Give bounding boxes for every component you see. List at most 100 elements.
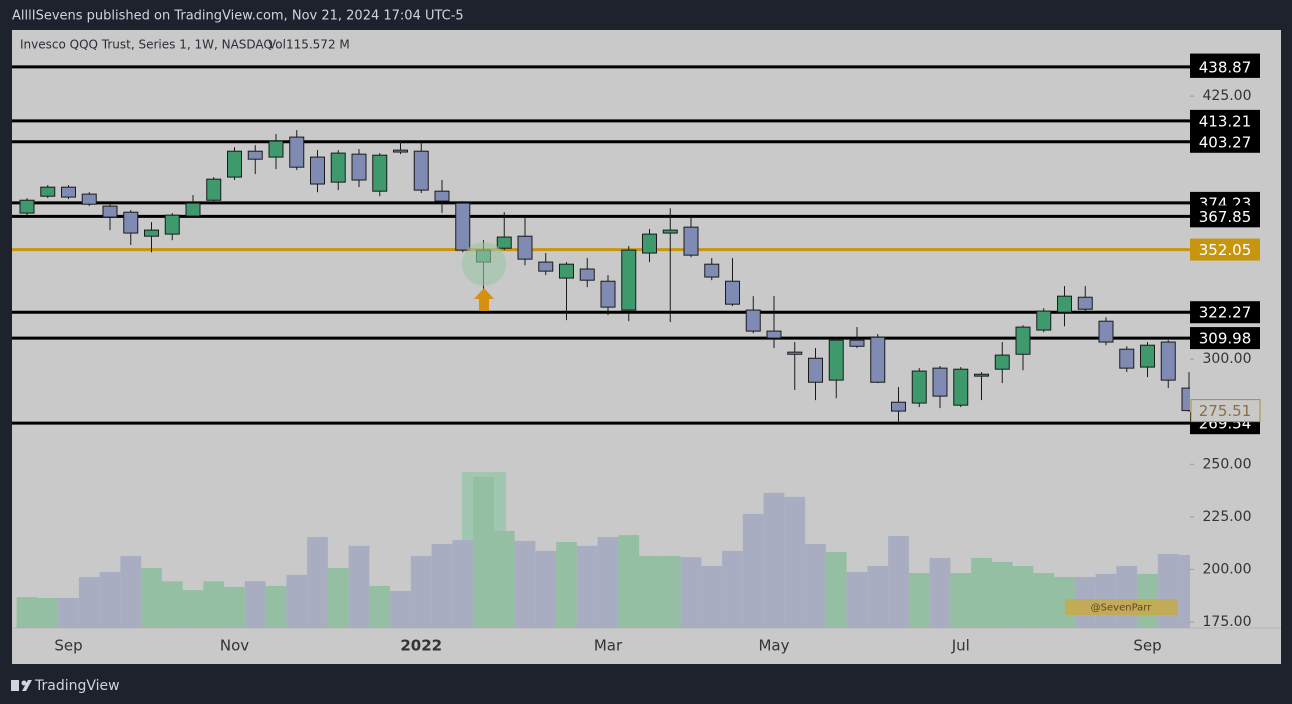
candle-body: [289, 136, 305, 168]
volume-bar: [410, 555, 432, 628]
candle-body: [725, 280, 740, 305]
y-tick-label: 425.00: [1203, 88, 1252, 104]
volume-bar: [244, 581, 266, 628]
volume-bar: [888, 535, 909, 628]
candle-body: [745, 309, 761, 332]
x-tick-label: Jul: [951, 637, 970, 655]
candle-body: [310, 156, 325, 185]
volume-bar: [161, 581, 183, 628]
volume-bar: [929, 557, 951, 628]
volume-bar: [701, 566, 723, 628]
y-tick-label: 250.00: [1203, 456, 1252, 472]
y-tick-label: 175.00: [1203, 614, 1252, 630]
volume-bar: [805, 543, 826, 628]
volume-bar: [971, 557, 992, 628]
candle-body: [1077, 296, 1093, 310]
candle-body: [1119, 348, 1135, 369]
candle-body: [808, 357, 823, 383]
x-tick-label: Sep: [54, 637, 82, 655]
volume-bar: [203, 581, 225, 628]
candle-body: [787, 351, 803, 355]
volume-bar: [846, 571, 868, 628]
volume-bar: [141, 567, 162, 628]
volume-bar: [576, 545, 598, 628]
candle-body: [330, 152, 346, 183]
y-tick-label: 200.00: [1203, 562, 1252, 578]
candle-body: [81, 193, 97, 205]
highlight-circle: [462, 242, 506, 286]
candle-body: [911, 370, 927, 404]
volume-bar: [597, 536, 619, 628]
volume-bar: [1012, 566, 1034, 628]
volume-bar: [1033, 573, 1055, 628]
volume-bar: [991, 561, 1013, 628]
x-tick-label: Sep: [1133, 637, 1161, 655]
candle-body: [662, 229, 678, 234]
volume-bar: [58, 597, 79, 628]
candle-body: [434, 190, 450, 202]
last-price-label: 275.51: [1199, 402, 1252, 420]
candle-body: [849, 339, 865, 347]
volume-bar: [327, 567, 349, 628]
candle-body: [19, 199, 35, 214]
watermark-box: [1065, 599, 1178, 615]
volume-bar: [120, 555, 142, 628]
price-label: 367.85: [1199, 208, 1252, 226]
x-tick-label: May: [758, 637, 789, 655]
candle-body: [683, 226, 699, 256]
volume-bar: [556, 542, 577, 628]
candle-body: [1140, 344, 1155, 368]
volume-bar: [867, 566, 889, 628]
candle-body: [227, 150, 242, 178]
candle-body: [102, 205, 118, 218]
price-label-box: [1190, 109, 1260, 132]
volume-bar: [224, 586, 245, 628]
volume-bar: [908, 573, 930, 628]
price-label-box: [1190, 238, 1260, 261]
volume-bar: [1054, 576, 1075, 628]
candle-body: [1036, 310, 1052, 331]
x-tick-label: Nov: [220, 637, 249, 655]
volume-bar: [514, 540, 536, 628]
volume-bar: [16, 597, 38, 628]
volume-bar: [825, 551, 847, 628]
candle-body: [268, 140, 284, 158]
candle-body: [579, 268, 595, 281]
volume-bar: [37, 597, 59, 628]
volume-bar: [618, 535, 640, 628]
volume-bar: [722, 550, 743, 628]
volume-bar: [493, 530, 515, 628]
candle-body: [600, 280, 616, 308]
volume-bar: [742, 513, 764, 628]
candle-body: [393, 149, 408, 153]
volume-bar: [1157, 554, 1179, 628]
candle-body: [1181, 387, 1190, 412]
volume-bar: [535, 550, 557, 628]
watermark: @SevenParr: [1091, 603, 1153, 614]
price-label: 352.05: [1199, 241, 1252, 259]
volume-bar: [1178, 554, 1190, 628]
candle-body: [828, 339, 844, 381]
legend-title: Invesco QQQ Trust, Series 1, 1W, NASDAQ: [20, 38, 273, 52]
candle-body: [351, 153, 367, 181]
candle-body: [372, 154, 388, 192]
volume-bar: [99, 571, 121, 628]
volume-bar: [763, 492, 785, 628]
candle-body: [994, 354, 1010, 370]
volume-bar: [473, 476, 494, 628]
volume-bar: [784, 496, 806, 628]
candle-body: [413, 150, 429, 191]
price-label-box: [1190, 205, 1260, 228]
candle-body: [455, 202, 471, 251]
volume-bar: [369, 585, 391, 628]
candle-body: [164, 214, 180, 235]
candle-body: [1098, 320, 1114, 343]
volume-bar: [286, 574, 308, 628]
volume-bar: [78, 576, 100, 628]
candle-body: [1057, 295, 1072, 313]
volume-bar: [639, 555, 660, 628]
candle-body: [144, 229, 159, 237]
volume-bar: [1116, 566, 1138, 628]
candle-body: [974, 373, 989, 377]
